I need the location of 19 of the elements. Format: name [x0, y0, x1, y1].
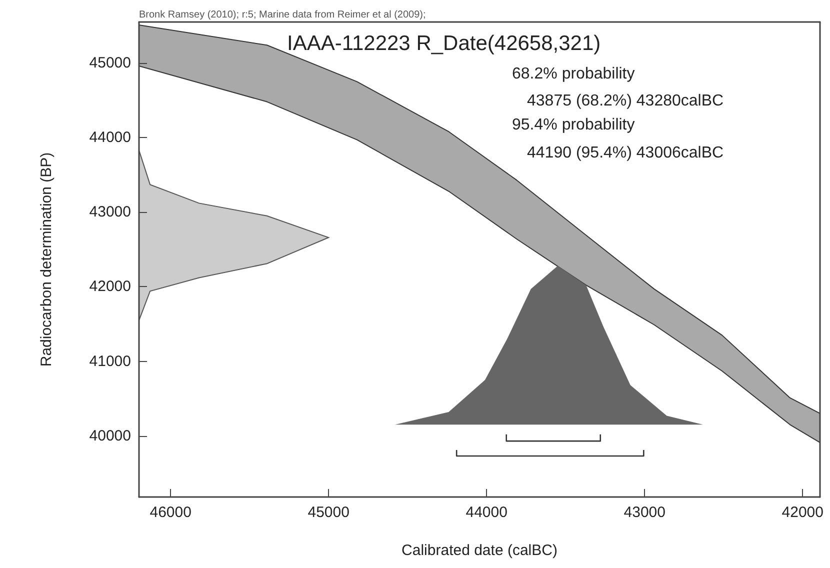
annotation: 44190 (95.4%) 43006calBC: [527, 144, 724, 162]
x-tick-label: 44000: [466, 504, 508, 521]
x-tick-label: 46000: [150, 504, 192, 521]
x-tick-label: 42000: [782, 504, 824, 521]
y-tick-label: 40000: [89, 427, 131, 444]
text: Bronk Ramsey (2010); r:5; Marine data from Reimer et al (2009);: [139, 10, 426, 20]
annotation: 68.2% probability: [512, 66, 635, 82]
text: IAAA-112223 R_Date(42658,321): [287, 32, 601, 55]
y-tick-label: 43000: [89, 204, 131, 221]
y-tick-label: 44000: [89, 129, 131, 146]
x-tick-label: 45000: [308, 504, 350, 521]
y-tick-label: 41000: [89, 352, 131, 370]
annotation: 95.4% probability: [512, 116, 635, 134]
x-axis-title: Calibrated date (calBC): [402, 542, 558, 559]
x-tick-label: 43000: [624, 504, 666, 521]
y-tick-label: 45000: [89, 54, 131, 72]
y-axis-title: Radiocarbon determination (BP): [38, 152, 55, 367]
y-tick-label: 42000: [89, 278, 131, 296]
annotation: 43875 (68.2%) 43280calBC: [527, 92, 724, 110]
